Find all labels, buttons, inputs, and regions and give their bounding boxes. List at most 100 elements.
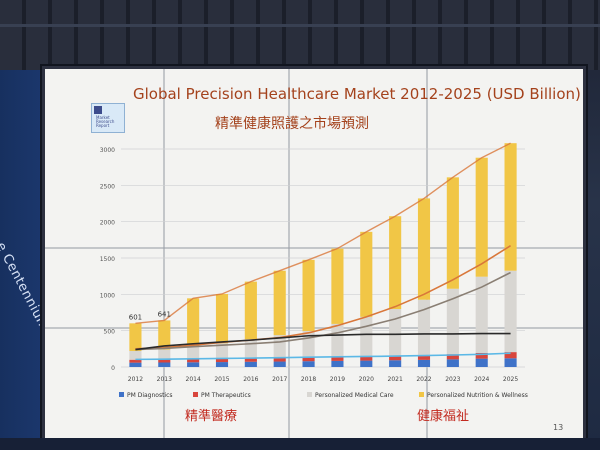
bar-segment-diagnostics	[417, 359, 431, 367]
y-tick-label: 1500	[100, 256, 115, 263]
bar-segment-therapeutics	[302, 357, 315, 362]
bar-segment-nutrition	[417, 198, 431, 300]
bar-segment-nutrition	[446, 177, 459, 289]
bar-segment-nutrition	[475, 157, 488, 277]
bar-segment-diagnostics	[187, 362, 200, 367]
legend-label: PM Diagnostics	[127, 392, 173, 399]
bar-segment-therapeutics	[475, 352, 488, 359]
y-tick-label: 2000	[100, 220, 115, 227]
x-tick-label: 2018	[301, 376, 316, 383]
bar-segment-diagnostics	[446, 359, 459, 367]
bar-segment-diagnostics	[273, 361, 286, 367]
screen-seam	[45, 247, 583, 249]
bar-segment-therapeutics	[360, 356, 373, 361]
bar-segment-diagnostics	[158, 362, 171, 367]
screen-seam	[288, 69, 290, 441]
y-tick-label: 3000	[100, 147, 115, 154]
bar-segment-medical-care	[389, 309, 402, 356]
x-tick-label: 2017	[272, 376, 287, 383]
bar-segment-therapeutics	[331, 356, 344, 361]
bar-segment-diagnostics	[360, 360, 373, 367]
bar-segment-therapeutics	[417, 354, 431, 360]
x-tick-label: 2020	[359, 376, 374, 383]
bar-segment-medical-care	[446, 288, 459, 355]
bar-segment-medical-care	[187, 346, 200, 360]
x-tick-label: 2023	[445, 376, 460, 383]
bar-segment-therapeutics	[446, 354, 459, 360]
data-label: 641	[158, 310, 171, 318]
bar-segment-diagnostics	[475, 358, 488, 367]
bar-segment-nutrition	[129, 323, 142, 352]
trend-line-diagnostics-trend	[135, 352, 511, 361]
bar-segment-medical-care	[331, 323, 344, 357]
bar-segment-nutrition	[504, 143, 517, 271]
bar-segment-nutrition	[273, 270, 286, 336]
legend-label: Personalized Nutrition & Wellness	[427, 392, 528, 399]
bar-segment-nutrition	[360, 231, 373, 317]
y-tick-label: 500	[104, 329, 116, 336]
bar-segment-nutrition	[389, 216, 402, 310]
trend-line-total-trend	[135, 244, 511, 350]
bar-segment-therapeutics	[504, 352, 517, 359]
bar-segment-diagnostics	[331, 360, 344, 367]
bar-segment-diagnostics	[244, 361, 257, 367]
bar-segment-diagnostics	[129, 362, 142, 367]
bar-segment-diagnostics	[389, 360, 402, 367]
bar-segment-therapeutics	[389, 355, 402, 361]
chart: 0 500 1000 1500 2000 2500 3000 601 641 2012 2013 20…	[100, 142, 528, 399]
ceiling	[0, 0, 600, 70]
bar-segment-therapeutics	[158, 359, 171, 363]
bar-segment-nutrition	[331, 248, 344, 324]
bar-segment-therapeutics	[273, 357, 286, 362]
footer-label-left: 精準醫療	[185, 409, 238, 424]
bar-segment-medical-care	[417, 299, 431, 355]
legend-swatch	[419, 392, 424, 397]
x-tick-label: 2014	[186, 376, 201, 383]
projection-screen: Market Research Report Global Precision …	[42, 66, 586, 444]
stage-floor	[0, 438, 600, 450]
legend-label: PM Therapeutics	[201, 392, 251, 399]
x-tick-label: 2021	[388, 376, 403, 383]
bar-segment-medical-care	[129, 351, 142, 360]
bar-segment-therapeutics	[187, 359, 200, 363]
y-tick-label: 0	[111, 365, 115, 372]
bar-segment-therapeutics	[244, 358, 257, 362]
bar-segment-nutrition	[244, 281, 257, 340]
legend-swatch	[193, 392, 198, 397]
chart-subtitle: 精準健康照護之市場預測	[215, 116, 369, 132]
bar-segment-diagnostics	[302, 361, 315, 367]
x-tick-label: 2012	[128, 376, 143, 383]
legend-swatch	[307, 392, 312, 397]
y-tick-label: 1000	[100, 292, 115, 299]
x-tick-label: 2019	[330, 376, 345, 383]
x-tick-label: 2016	[243, 376, 258, 383]
data-label: 601	[129, 313, 142, 321]
logo-mark-icon	[94, 106, 102, 114]
chart-title: Global Precision Healthcare Market 2012-…	[133, 85, 581, 103]
bar-segment-nutrition	[215, 293, 229, 344]
trend-line-total-top	[135, 142, 511, 325]
footer-label-right: 健康福祉	[417, 409, 470, 424]
bar-segment-nutrition	[302, 259, 315, 331]
legend-label: Personalized Medical Care	[315, 392, 394, 399]
bar-segment-therapeutics	[215, 358, 229, 363]
bar-segment-medical-care	[158, 349, 171, 360]
bar-segment-medical-care	[215, 343, 229, 359]
x-tick-label: 2024	[474, 376, 489, 383]
bar-segment-nutrition	[187, 298, 200, 347]
bar-segment-diagnostics	[504, 358, 517, 367]
x-tick-label: 2022	[416, 376, 431, 383]
trend-line-therapeutics-trend	[135, 332, 511, 351]
bar-segment-medical-care	[244, 339, 257, 359]
bar-segment-diagnostics	[215, 362, 229, 367]
x-tick-label: 2015	[214, 376, 229, 383]
bar-segment-medical-care	[360, 316, 373, 357]
x-tick-label: 2013	[157, 376, 172, 383]
bar-segment-therapeutics	[129, 359, 142, 363]
legend-swatch	[119, 392, 124, 397]
x-tick-label: 2025	[503, 376, 518, 383]
slide-number: 13	[553, 423, 564, 432]
logo-text: Market Research Report	[96, 115, 115, 128]
screen-seam	[163, 69, 165, 441]
y-tick-label: 2500	[100, 183, 115, 190]
